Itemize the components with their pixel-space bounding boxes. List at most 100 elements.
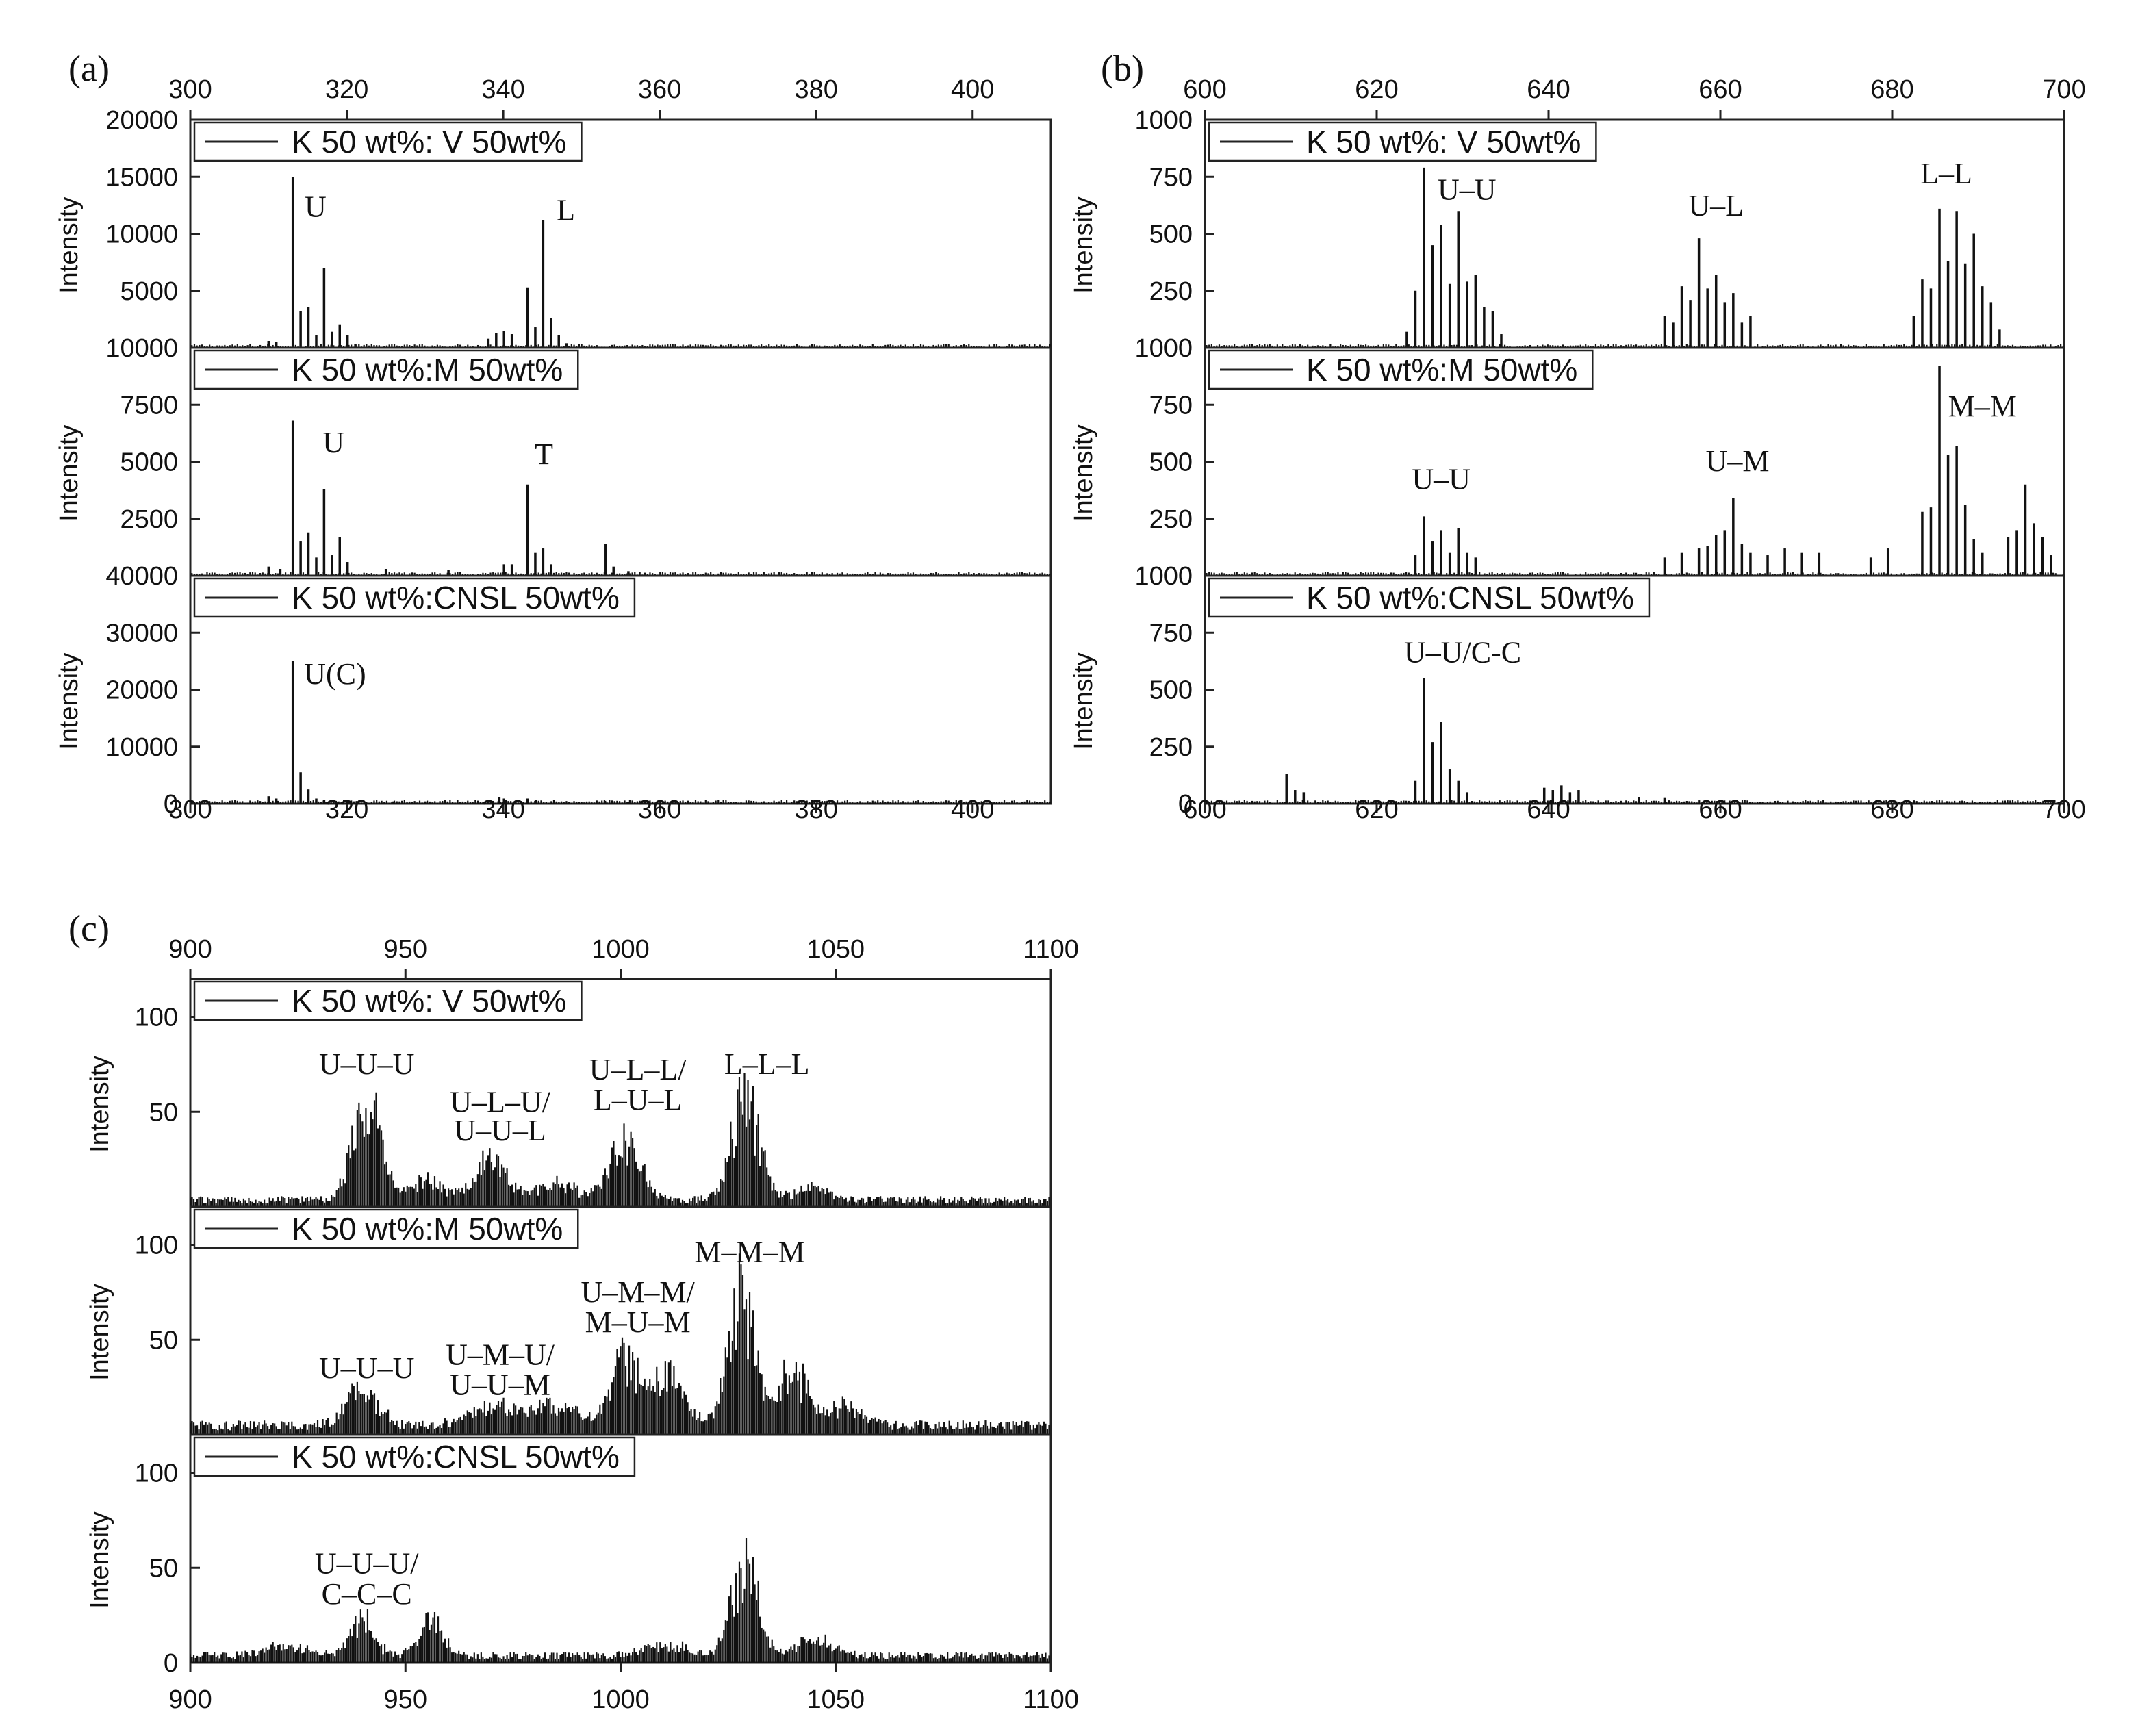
peak-annotation: U [322, 426, 344, 459]
spectrum [1206, 366, 2064, 576]
x-tick-label-bottom: 660 [1698, 795, 1742, 824]
y-tick-label: 0 [164, 790, 178, 819]
x-tick-label-bottom: 620 [1355, 795, 1398, 824]
y-axis-title: Intensity [86, 1056, 114, 1153]
spectrum [190, 1073, 1050, 1207]
peak-annotation: U–M–M/ [581, 1275, 696, 1309]
peak-annotation: U [305, 190, 327, 224]
x-tick-label-top: 300 [168, 75, 212, 104]
x-tick-label-bottom: 640 [1527, 795, 1570, 824]
y-tick-label: 30000 [105, 619, 178, 648]
legend-label: K 50 wt%:M 50wt% [1306, 352, 1577, 387]
subplot-1: 250 500 750 1000 Intensity U–U U–L L–L K 50 wt%:… [1069, 106, 2064, 348]
legend-label: K 50 wt%: V 50wt% [292, 983, 566, 1019]
y-tick-label: 1000 [1134, 334, 1193, 363]
legend: K 50 wt%:CNSL 50wt% [193, 1436, 636, 1477]
y-tick-label: 500 [1149, 448, 1193, 477]
y-tick-label: 500 [1149, 220, 1193, 249]
peak-annotation: U–U–U/ [315, 1547, 419, 1581]
x-tick-label-top: 380 [794, 75, 837, 104]
subplot-3: 0 250 500 750 1000 Intensity U–U/C-C K 50 wt%:C… [1069, 562, 2064, 819]
y-tick-label: 100 [135, 1459, 178, 1488]
legend-box [1208, 349, 1594, 390]
y-tick-label: 1000 [1134, 562, 1193, 591]
legend-label: K 50 wt%:M 50wt% [292, 352, 563, 387]
peak-annotation: M–M–M [694, 1235, 804, 1268]
x-tick-label-top: 700 [2042, 75, 2085, 104]
panel-b: (b)6006006206206406406606606806807007002… [1069, 48, 2086, 824]
peak-annotation: U–U/C-C [1404, 636, 1521, 669]
x-tick-label-bottom: 320 [325, 795, 368, 824]
y-tick-label: 50 [149, 1098, 178, 1127]
y-axis-title: Intensity [1069, 196, 1098, 294]
spectrum [191, 661, 1051, 804]
x-tick-label-top: 950 [384, 935, 427, 964]
y-tick-label: 2500 [120, 505, 178, 534]
peak-annotation: M–U–M [585, 1305, 691, 1339]
y-axis-title: Intensity [86, 1511, 114, 1609]
y-tick-label: 5000 [120, 448, 178, 477]
subplot-1: 50 100 Intensity U–U–U U–L–U/U–U–L U–L–L/L–U–… [86, 980, 1050, 1207]
y-axis-title: Intensity [55, 196, 84, 294]
y-tick-label: 10000 [105, 220, 178, 249]
y-axis-title: Intensity [1069, 424, 1098, 522]
x-tick-label-top: 600 [1183, 75, 1226, 104]
legend: K 50 wt%: V 50wt% [1208, 121, 1597, 162]
y-tick-label: 250 [1149, 733, 1193, 762]
peak-annotation: L–L [1920, 157, 1972, 190]
y-tick-label: 15000 [105, 163, 178, 192]
subplot-2: 50 100 Intensity U–U–U U–M–U/U–U–M U–M–M/M–U–… [86, 1205, 1051, 1435]
y-tick-label: 500 [1149, 676, 1193, 705]
x-tick-label-top: 1050 [806, 935, 865, 964]
x-tick-label-top: 660 [1698, 75, 1742, 104]
y-axis-title: Intensity [55, 424, 84, 522]
peak-annotation: U–M [1706, 444, 1770, 478]
peak-annotation: U–U–U [319, 1351, 414, 1385]
panel-a: (a)3003003203203403403603603803804004005… [55, 48, 1052, 824]
y-tick-label: 10000 [105, 334, 178, 363]
y-tick-label: 40000 [105, 562, 178, 591]
x-tick-label-bottom: 1000 [591, 1685, 650, 1714]
x-tick-label-top: 640 [1527, 75, 1570, 104]
y-tick-label: 5000 [120, 277, 178, 306]
peak-annotation: U–L–L/ [589, 1053, 687, 1086]
peak-annotation: U–U–M [450, 1368, 550, 1402]
spectrum [1206, 678, 2064, 804]
peak-annotation: L–L–L [724, 1047, 810, 1081]
peak-annotation: M–M [1948, 390, 2017, 423]
y-tick-label: 20000 [105, 676, 178, 705]
x-tick-label-top: 400 [951, 75, 994, 104]
peak-annotation: U–L–U/ [450, 1085, 550, 1119]
y-tick-label: 0 [1178, 790, 1193, 819]
subplot-2: 2500 5000 7500 10000 Intensity U T K 50 wt%:M 5… [55, 334, 1051, 576]
peak-annotation: U–U–L [454, 1114, 546, 1147]
y-axis-title: Intensity [55, 652, 84, 750]
spectrum [1206, 167, 2064, 348]
y-tick-label: 7500 [120, 391, 178, 420]
peak-annotation: U–U [1438, 173, 1497, 207]
panel-letter: (b) [1101, 48, 1144, 89]
y-tick-label: 750 [1149, 391, 1193, 420]
peak-annotation: U–M–U/ [446, 1338, 555, 1371]
x-tick-label-bottom: 300 [168, 795, 212, 824]
peak-annotation: T [535, 437, 553, 471]
legend: K 50 wt%:M 50wt% [193, 349, 579, 390]
peak-annotation: L–U–L [594, 1083, 683, 1116]
x-tick-label-top: 320 [325, 75, 368, 104]
y-tick-label: 1000 [1134, 106, 1193, 135]
legend: K 50 wt%:CNSL 50wt% [193, 577, 636, 618]
x-tick-label-top: 1100 [1023, 935, 1079, 964]
x-tick-label-bottom: 600 [1183, 795, 1226, 824]
x-tick-label-bottom: 680 [1870, 795, 1913, 824]
legend: K 50 wt%:M 50wt% [193, 1208, 579, 1249]
subplot-2: 250 500 750 1000 Intensity U–U U–M M–M K 50 wt%:… [1069, 334, 2064, 576]
legend-box [193, 980, 583, 1021]
y-tick-label: 750 [1149, 163, 1193, 192]
x-tick-label-bottom: 1100 [1023, 1685, 1079, 1714]
y-tick-label: 10000 [105, 733, 178, 762]
y-tick-label: 100 [135, 1231, 178, 1260]
x-tick-label-top: 680 [1870, 75, 1913, 104]
y-tick-label: 100 [135, 1004, 178, 1032]
x-tick-label-bottom: 400 [951, 795, 994, 824]
